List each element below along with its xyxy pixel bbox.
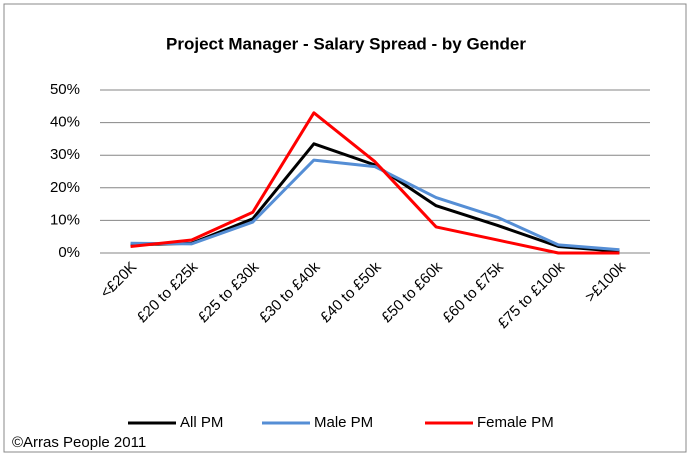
y-tick-label: 40% bbox=[50, 114, 80, 131]
y-tick-label: 50% bbox=[50, 81, 80, 98]
series-line bbox=[130, 111, 620, 255]
y-tick-label: 20% bbox=[50, 179, 80, 196]
y-tick-label: 30% bbox=[50, 146, 80, 163]
legend-label: Female PM bbox=[477, 414, 554, 431]
chart-title: Project Manager - Salary Spread - by Gen… bbox=[166, 34, 526, 53]
legend-label: Male PM bbox=[314, 414, 373, 431]
y-tick-label: 10% bbox=[50, 211, 80, 228]
annotation: ©Arras People 2011 bbox=[12, 434, 146, 451]
legend-label: All PM bbox=[180, 414, 223, 431]
series-line bbox=[130, 158, 620, 252]
y-tick-label: 0% bbox=[58, 244, 80, 261]
chart-border bbox=[3, 3, 687, 453]
